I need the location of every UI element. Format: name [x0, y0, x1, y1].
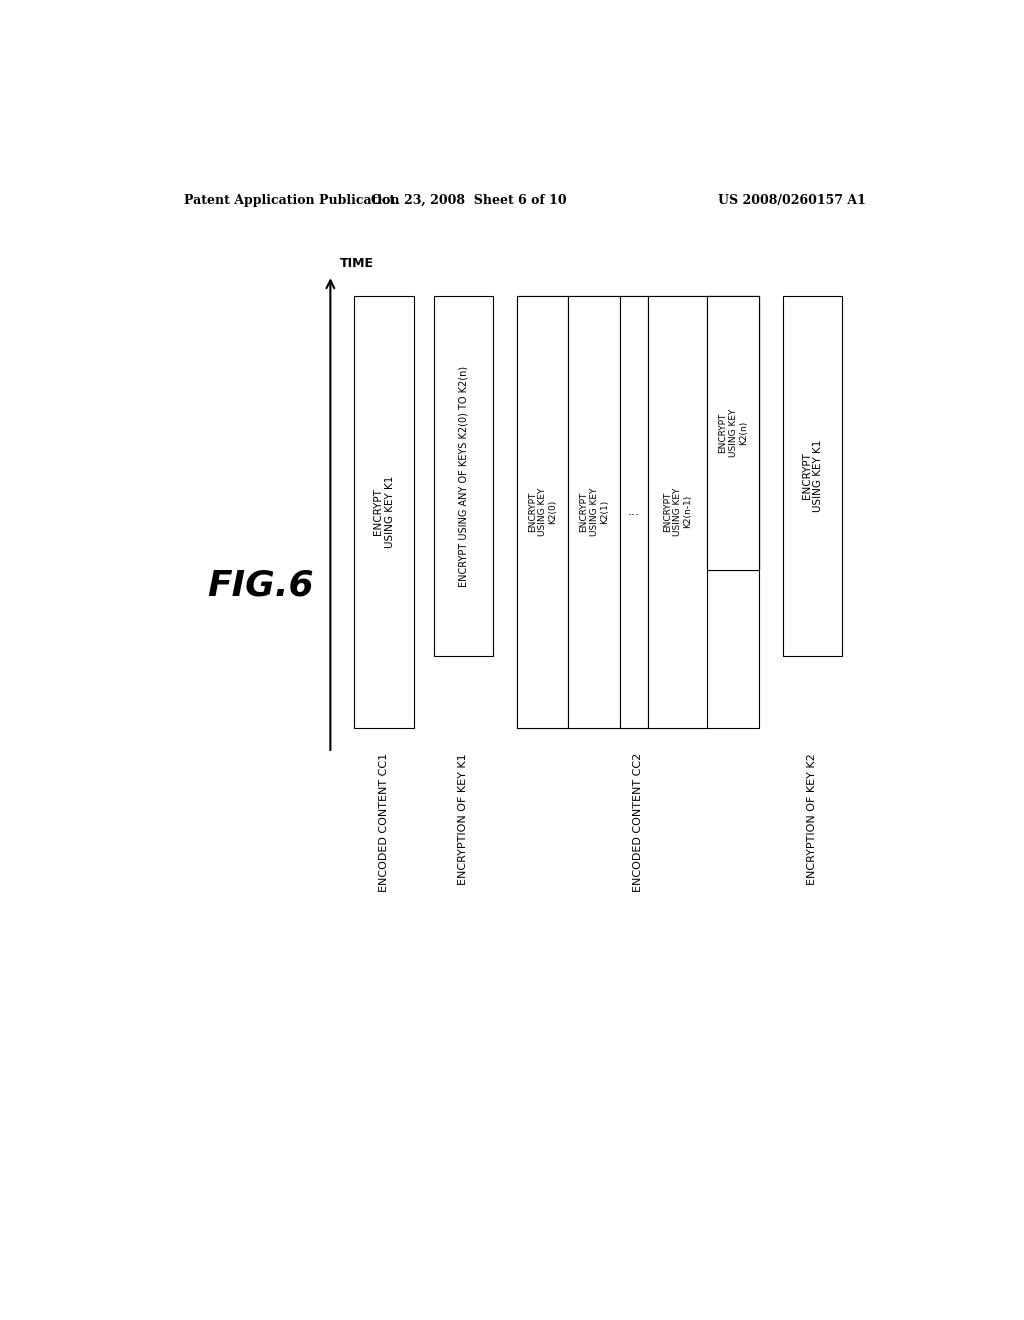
Text: ENCRYPT
USING KEY K1: ENCRYPT USING KEY K1	[802, 440, 823, 512]
Text: ENCODED CONTENT CC1: ENCODED CONTENT CC1	[379, 752, 389, 892]
FancyBboxPatch shape	[620, 296, 648, 727]
Text: ...: ...	[628, 506, 640, 517]
Text: ENCRYPT
USING KEY K1: ENCRYPT USING KEY K1	[373, 475, 394, 548]
FancyBboxPatch shape	[648, 296, 708, 727]
Text: Oct. 23, 2008  Sheet 6 of 10: Oct. 23, 2008 Sheet 6 of 10	[372, 194, 567, 207]
FancyBboxPatch shape	[708, 296, 759, 570]
Text: TIME: TIME	[340, 257, 374, 271]
Text: FIG.6: FIG.6	[207, 569, 314, 602]
Text: ENCRYPT
USING KEY
K2(0): ENCRYPT USING KEY K2(0)	[527, 487, 557, 536]
FancyBboxPatch shape	[433, 296, 494, 656]
FancyBboxPatch shape	[517, 296, 568, 727]
Text: ENCRYPT
USING KEY
K2(1): ENCRYPT USING KEY K2(1)	[580, 487, 609, 536]
Text: ENCRYPTION OF KEY K1: ENCRYPTION OF KEY K1	[459, 752, 468, 884]
Text: Patent Application Publication: Patent Application Publication	[183, 194, 399, 207]
Text: ENCRYPTION OF KEY K2: ENCRYPTION OF KEY K2	[808, 752, 817, 884]
Text: ENCRYPT
USING KEY
K2(n-1): ENCRYPT USING KEY K2(n-1)	[663, 487, 692, 536]
FancyBboxPatch shape	[708, 296, 759, 570]
FancyBboxPatch shape	[517, 296, 759, 727]
Text: ENCRYPT USING ANY OF KEYS K2(0) TO K2(n): ENCRYPT USING ANY OF KEYS K2(0) TO K2(n)	[459, 366, 468, 586]
FancyBboxPatch shape	[782, 296, 842, 656]
Text: ENCODED CONTENT CC2: ENCODED CONTENT CC2	[633, 752, 643, 892]
Text: ENCRYPT
USING KEY
K2(n): ENCRYPT USING KEY K2(n)	[718, 409, 748, 457]
Text: US 2008/0260157 A1: US 2008/0260157 A1	[718, 194, 866, 207]
FancyBboxPatch shape	[354, 296, 414, 727]
FancyBboxPatch shape	[568, 296, 621, 727]
